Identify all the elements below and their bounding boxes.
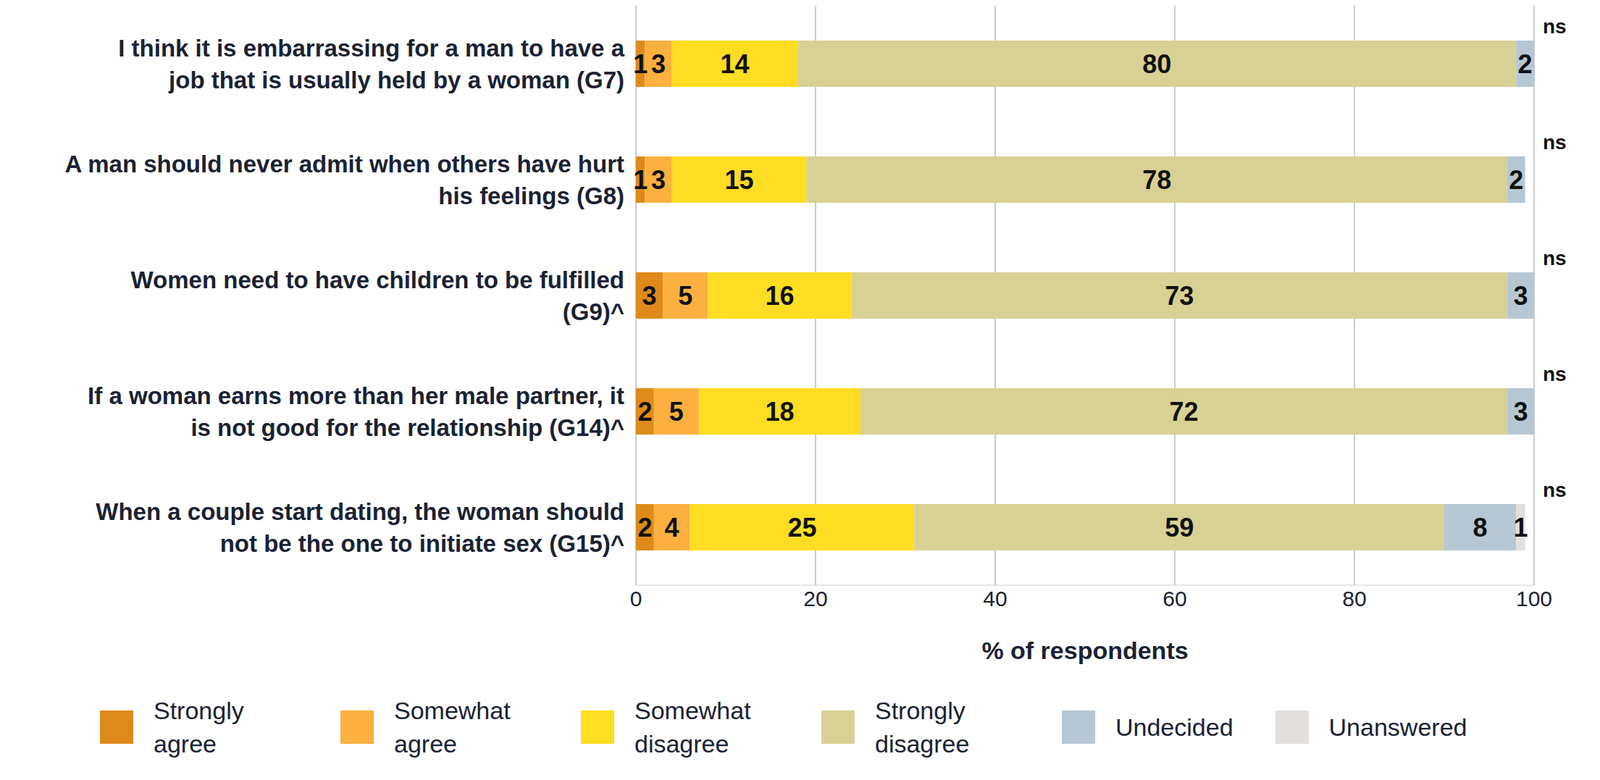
- svg-text:78: 78: [1142, 165, 1172, 195]
- svg-text:1: 1: [1513, 512, 1528, 543]
- svg-text:72: 72: [1169, 396, 1199, 427]
- svg-text:15: 15: [725, 165, 755, 195]
- svg-text:14: 14: [719, 49, 749, 79]
- svg-text:1: 1: [633, 165, 648, 195]
- svg-text:I think it is embarrassing for: I think it is embarrassing for a man to …: [118, 34, 625, 94]
- svg-text:100: 100: [1515, 586, 1553, 611]
- svg-text:3: 3: [642, 281, 657, 311]
- svg-text:18: 18: [764, 396, 794, 427]
- svg-text:If a woman earns more than her: If a woman earns more than her male part…: [87, 382, 625, 442]
- svg-text:2: 2: [637, 512, 652, 543]
- svg-text:16: 16: [764, 281, 794, 311]
- svg-text:ns: ns: [1542, 131, 1567, 154]
- html-text:Strongly agree: Strongly agree: [153, 696, 244, 758]
- html-text:Undecided: Undecided: [1115, 713, 1234, 741]
- svg-text:ns: ns: [1542, 478, 1567, 502]
- svg-text:3: 3: [651, 165, 666, 195]
- svg-text:1: 1: [633, 49, 648, 79]
- svg-text:25: 25: [787, 512, 817, 543]
- svg-text:When a couple start dating, th: When a couple start dating, the woman sh…: [95, 498, 625, 557]
- svg-text:ns: ns: [1542, 15, 1567, 38]
- svg-text:ns: ns: [1542, 246, 1567, 270]
- svg-text:73: 73: [1164, 281, 1194, 311]
- svg-text:20: 20: [803, 586, 828, 611]
- svg-text:80: 80: [1142, 49, 1172, 79]
- html-text:Strongly disagree: Strongly disagree: [874, 696, 970, 758]
- svg-text:3: 3: [1513, 396, 1528, 427]
- html-text:Somewhat disagree: Somewhat disagree: [634, 696, 751, 758]
- svg-text:3: 3: [1513, 281, 1528, 311]
- svg-text:0: 0: [630, 586, 643, 611]
- svg-text:5: 5: [677, 281, 693, 311]
- svg-text:2: 2: [1508, 165, 1524, 195]
- svg-text:5: 5: [669, 396, 684, 427]
- svg-text:8: 8: [1473, 512, 1488, 543]
- svg-text:80: 80: [1342, 586, 1367, 611]
- svg-text:40: 40: [982, 586, 1007, 611]
- svg-text:% of respondents: % of respondents: [981, 636, 1188, 665]
- svg-text:60: 60: [1162, 586, 1187, 611]
- svg-text:2: 2: [637, 396, 652, 427]
- svg-text:ns: ns: [1542, 362, 1567, 386]
- svg-text:3: 3: [651, 49, 666, 79]
- svg-text:59: 59: [1164, 512, 1194, 543]
- svg-text:4: 4: [664, 512, 680, 543]
- html-text:Unanswered: Unanswered: [1328, 713, 1468, 741]
- svg-text:2: 2: [1518, 49, 1533, 79]
- svg-text:A man should never admit when: A man should never admit when others hav…: [64, 150, 625, 210]
- svg-text:Women need to have children to: Women need to have children to be fulfil…: [131, 266, 625, 326]
- html-text:Somewhat agree: Somewhat agree: [394, 696, 511, 758]
